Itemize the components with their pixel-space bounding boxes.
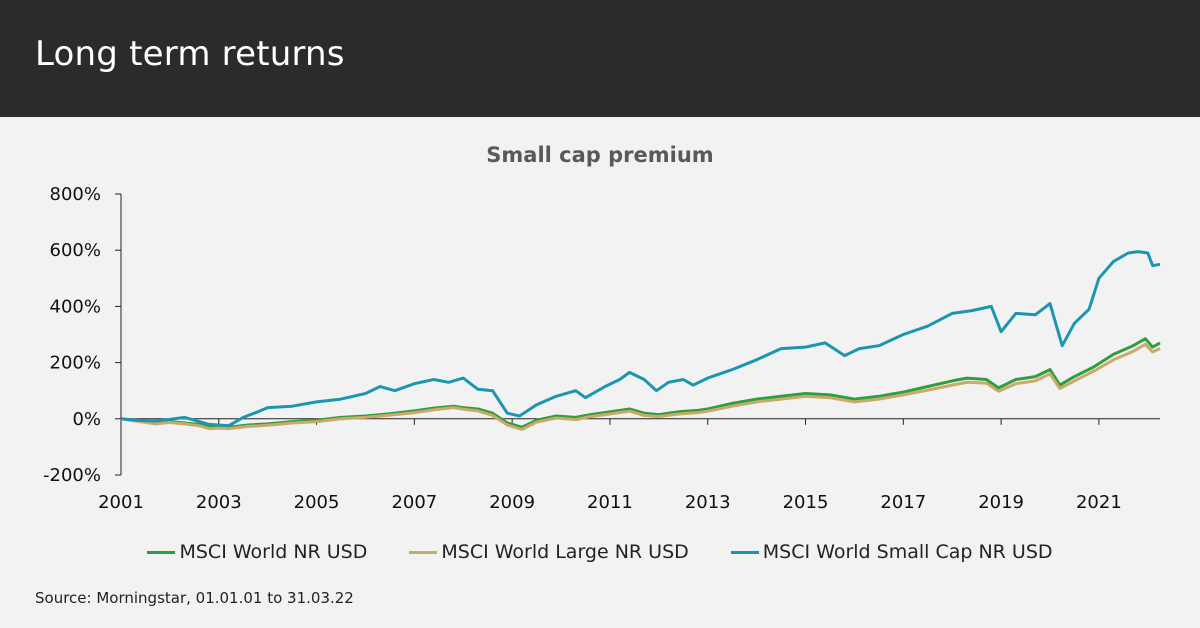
y-tick-label: 200% <box>50 353 101 374</box>
header-bar: Long term returns <box>0 0 1200 117</box>
y-tick-label: 800% <box>50 184 101 205</box>
chart-title: Small cap premium <box>486 143 714 167</box>
legend-item: MSCI World Large NR USD <box>409 541 689 563</box>
series-line-3 <box>120 250 1161 428</box>
page-title: Long term returns <box>35 34 345 74</box>
y-tick-label: -200% <box>43 465 101 486</box>
x-tick-label: 2017 <box>880 492 926 513</box>
legend-label: MSCI World Small Cap NR USD <box>762 541 1053 563</box>
legend-swatch <box>409 550 438 554</box>
x-tick-label: 2005 <box>294 492 340 513</box>
x-tick-label: 2001 <box>98 492 144 513</box>
x-tick-label: 2003 <box>196 492 242 513</box>
y-tick-label: 400% <box>50 296 101 317</box>
x-tick-label: 2015 <box>783 492 829 513</box>
legend-item: MSCI World Small Cap NR USD <box>730 541 1053 563</box>
x-tick-label: 2019 <box>978 492 1024 513</box>
x-tick-label: 2021 <box>1076 492 1122 513</box>
chart-legend: MSCI World NR USD MSCI World Large NR USD… <box>0 541 1200 563</box>
legend-label: MSCI World Large NR USD <box>441 541 689 563</box>
x-tick-label: 2009 <box>489 492 535 513</box>
y-tick-label: 0% <box>72 409 101 430</box>
legend-label: MSCI World NR USD <box>179 541 368 563</box>
legend-item: MSCI World NR USD <box>147 541 367 563</box>
source-note: Source: Morningstar, 01.01.01 to 31.03.2… <box>35 589 354 607</box>
x-tick-label: 2011 <box>587 492 633 513</box>
line-chart: -200% 0% 200% 400% 600% 800% 2001 2003 2005 2007 2… <box>43 184 1161 513</box>
chart-panel: Small cap premium -200% 0% 200% 400% 600% 800… <box>0 117 1200 628</box>
legend-swatch <box>147 550 176 554</box>
legend-swatch <box>730 550 759 554</box>
series-line-2 <box>120 342 1161 431</box>
x-tick-label: 2013 <box>685 492 731 513</box>
x-tick-label: 2007 <box>391 492 437 513</box>
y-tick-label: 600% <box>50 240 101 261</box>
